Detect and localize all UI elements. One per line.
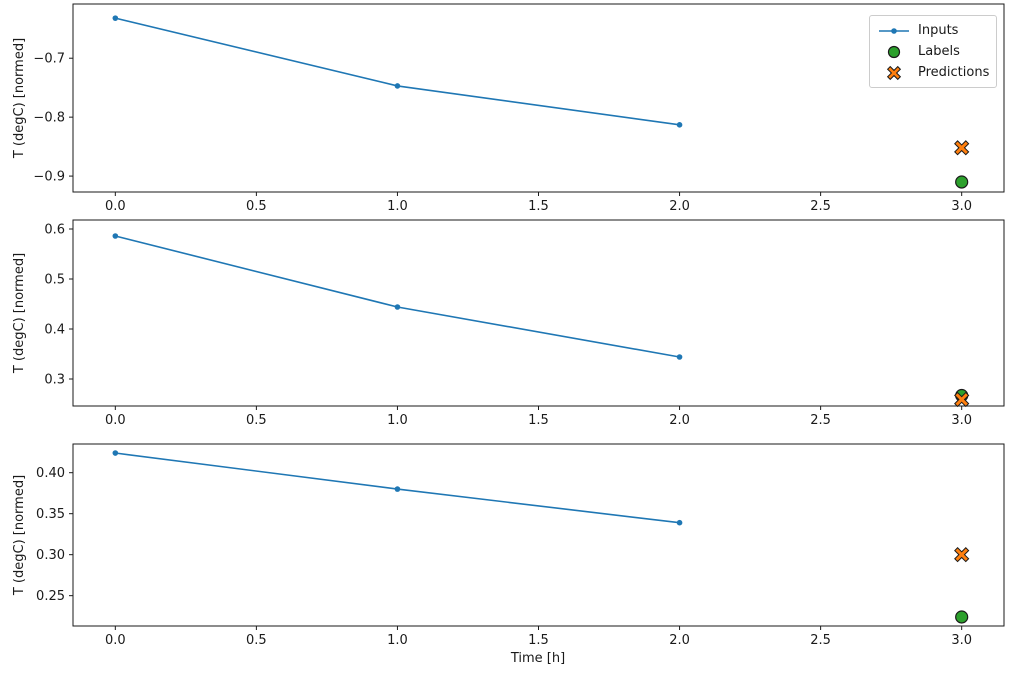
svg-text:−0.9: −0.9 [33, 170, 65, 185]
svg-text:1.0: 1.0 [387, 633, 408, 648]
line-dot-icon [879, 27, 909, 34]
svg-text:0.25: 0.25 [36, 589, 65, 604]
svg-text:0.5: 0.5 [246, 633, 267, 648]
svg-text:3.0: 3.0 [951, 413, 972, 428]
svg-text:1.5: 1.5 [528, 633, 549, 648]
svg-text:2.0: 2.0 [669, 633, 690, 648]
svg-text:2.5: 2.5 [810, 633, 831, 648]
subplot-2: 0.0 0.5 1.0 1.5 2.0 2.5 3.0 0.3 0.4 0.5 0.6 [44, 219, 1005, 428]
svg-text:0.0: 0.0 [105, 633, 126, 648]
svg-text:0.5: 0.5 [44, 273, 65, 288]
legend-label: Inputs [918, 23, 959, 38]
svg-text:0.40: 0.40 [36, 466, 65, 481]
subplot-3: 0.0 0.5 1.0 1.5 2.0 2.5 3.0 0.25 0.30 0.35 0.40 [36, 443, 1005, 648]
svg-text:0.30: 0.30 [36, 548, 65, 563]
svg-text:0.4: 0.4 [44, 323, 65, 338]
legend-label: Labels [918, 44, 960, 59]
legend: Inputs Labels Predictions [869, 15, 997, 88]
legend-label: Predictions [918, 65, 990, 80]
legend-item-labels: Labels [877, 41, 989, 62]
legend-item-predictions: Predictions [877, 62, 989, 83]
svg-text:1.0: 1.0 [387, 413, 408, 428]
svg-text:3.0: 3.0 [951, 633, 972, 648]
legend-item-inputs: Inputs [877, 20, 989, 41]
svg-text:2.5: 2.5 [810, 413, 831, 428]
svg-text:0.0: 0.0 [105, 199, 126, 214]
svg-text:1.5: 1.5 [528, 413, 549, 428]
subplot-1: 0.0 0.5 1.0 1.5 2.0 2.5 3.0 −0.7 −0.8 −0.9 [33, 3, 1005, 214]
y-axis-label-subplot-2: T (degC) [normed] [12, 252, 27, 374]
circle-marker-icon [887, 45, 901, 58]
svg-text:0.35: 0.35 [36, 507, 65, 522]
x-marker-icon [886, 65, 902, 80]
svg-text:0.6: 0.6 [44, 223, 65, 238]
svg-text:1.0: 1.0 [387, 199, 408, 214]
svg-text:0.0: 0.0 [105, 413, 126, 428]
y-axis-label-subplot-3: T (degC) [normed] [12, 474, 27, 596]
svg-text:2.0: 2.0 [669, 413, 690, 428]
svg-text:0.3: 0.3 [44, 373, 65, 388]
svg-text:1.5: 1.5 [528, 199, 549, 214]
svg-text:0.5: 0.5 [246, 199, 267, 214]
svg-text:0.5: 0.5 [246, 413, 267, 428]
svg-text:2.5: 2.5 [810, 199, 831, 214]
svg-text:−0.8: −0.8 [33, 111, 65, 126]
svg-text:3.0: 3.0 [951, 199, 972, 214]
x-axis-label: Time [h] [510, 651, 566, 666]
y-axis-label-subplot-1: T (degC) [normed] [12, 37, 27, 159]
svg-text:−0.7: −0.7 [33, 52, 65, 67]
svg-text:2.0: 2.0 [669, 199, 690, 214]
